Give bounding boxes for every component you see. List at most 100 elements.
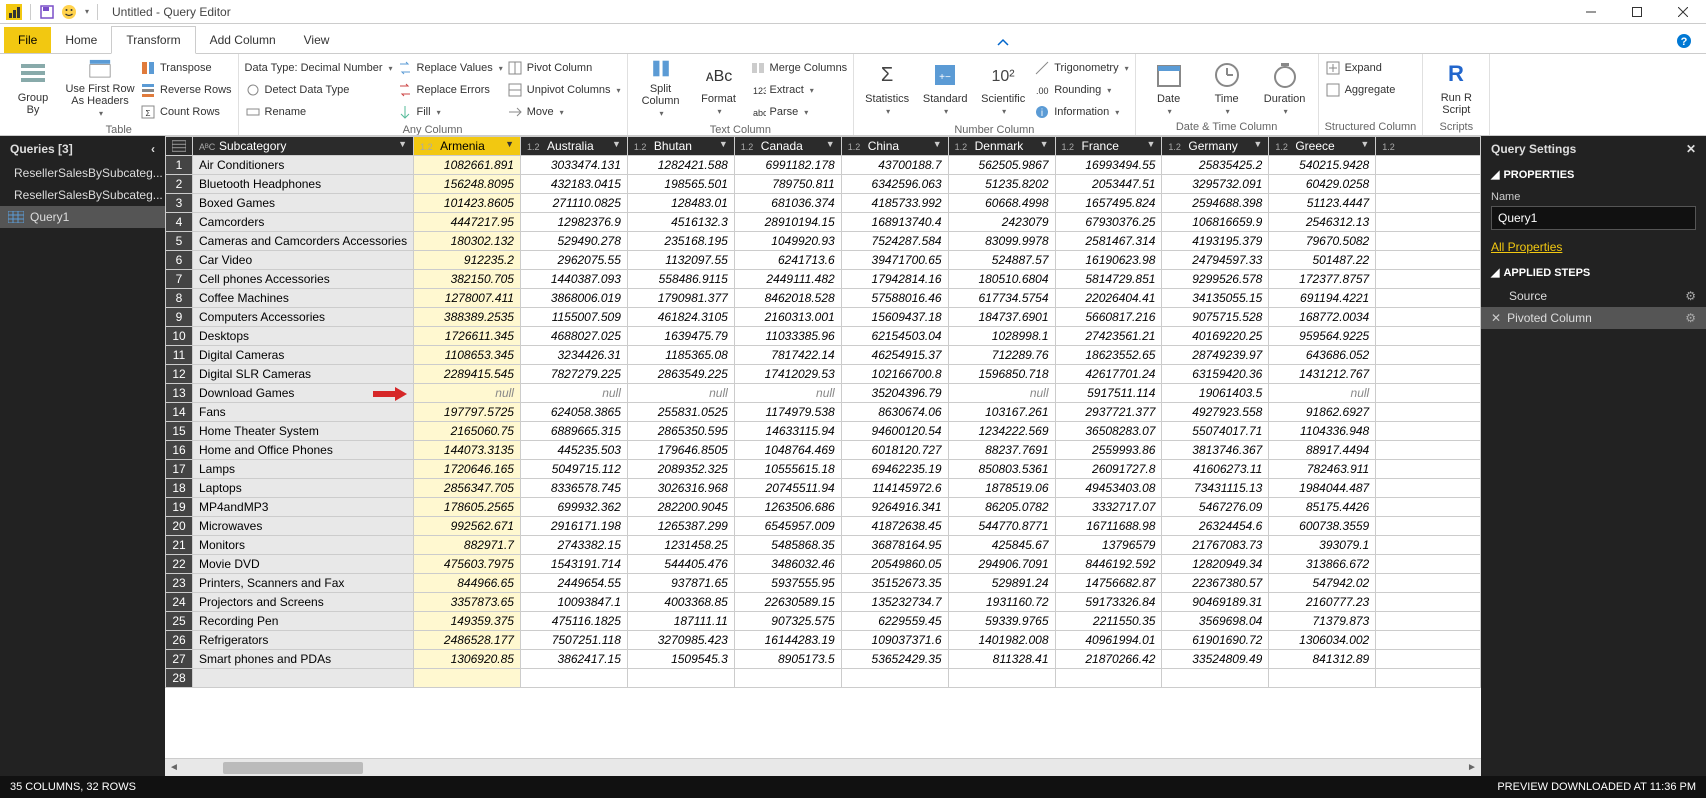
row-number[interactable]: 8 xyxy=(166,289,193,308)
value-cell[interactable]: 1082661.891 xyxy=(414,156,521,175)
column-header[interactable]: 1.2 xyxy=(1376,137,1481,156)
value-cell[interactable]: 15609437.18 xyxy=(841,308,948,327)
value-cell[interactable]: 2916171.198 xyxy=(520,517,627,536)
value-cell[interactable]: 382150.705 xyxy=(414,270,521,289)
value-cell[interactable]: 51235.8202 xyxy=(948,175,1055,194)
value-cell[interactable]: 67930376.25 xyxy=(1055,213,1162,232)
value-cell[interactable]: 6991182.178 xyxy=(734,156,841,175)
row-number[interactable]: 17 xyxy=(166,460,193,479)
value-cell[interactable]: 3357873.65 xyxy=(414,593,521,612)
value-cell[interactable]: 271110.0825 xyxy=(520,194,627,213)
value-cell[interactable]: 1657495.824 xyxy=(1055,194,1162,213)
value-cell[interactable]: 5049715.112 xyxy=(520,460,627,479)
column-header[interactable]: 1.2Germany▼ xyxy=(1162,137,1269,156)
value-cell[interactable]: 2160313.001 xyxy=(734,308,841,327)
row-number[interactable]: 7 xyxy=(166,270,193,289)
value-cell[interactable]: 16993494.55 xyxy=(1055,156,1162,175)
value-cell[interactable]: 18623552.65 xyxy=(1055,346,1162,365)
row-number[interactable]: 4 xyxy=(166,213,193,232)
value-cell[interactable]: 1306034.002 xyxy=(1269,631,1376,650)
subcategory-cell[interactable]: Boxed Games xyxy=(193,194,414,213)
standard-button[interactable]: +−Standard▾ xyxy=(918,56,972,118)
unpivot-button[interactable]: Unpivot Columns▾ xyxy=(507,80,621,100)
row-number[interactable]: 2 xyxy=(166,175,193,194)
subcategory-cell[interactable]: Bluetooth Headphones xyxy=(193,175,414,194)
subcategory-cell[interactable]: Home Theater System xyxy=(193,422,414,441)
select-all-corner[interactable] xyxy=(166,137,193,156)
collapse-ribbon-icon[interactable] xyxy=(993,33,1013,53)
value-cell[interactable]: 2486528.177 xyxy=(414,631,521,650)
value-cell[interactable]: 1639475.79 xyxy=(627,327,734,346)
value-cell[interactable]: 1132097.55 xyxy=(627,251,734,270)
query-item[interactable]: ResellerSalesBySubcateg... xyxy=(0,184,165,206)
datatype-button[interactable]: Data Type: Decimal Number▾ xyxy=(245,58,393,78)
value-cell[interactable]: 3332717.07 xyxy=(1055,498,1162,517)
value-cell[interactable]: 2165060.75 xyxy=(414,422,521,441)
row-number[interactable]: 27 xyxy=(166,650,193,669)
value-cell[interactable]: 712289.76 xyxy=(948,346,1055,365)
value-cell[interactable]: 17942814.16 xyxy=(841,270,948,289)
row-number[interactable]: 24 xyxy=(166,593,193,612)
value-cell[interactable]: 8905173.5 xyxy=(734,650,841,669)
value-cell[interactable]: 850803.5361 xyxy=(948,460,1055,479)
value-cell[interactable]: 184737.6901 xyxy=(948,308,1055,327)
value-cell[interactable]: 4003368.85 xyxy=(627,593,734,612)
value-cell[interactable]: 882971.7 xyxy=(414,536,521,555)
value-cell[interactable]: 1185365.08 xyxy=(627,346,734,365)
value-cell[interactable]: 544770.8771 xyxy=(948,517,1055,536)
value-cell[interactable]: 5485868.35 xyxy=(734,536,841,555)
value-cell[interactable]: 2856347.705 xyxy=(414,479,521,498)
value-cell[interactable]: 1726611.345 xyxy=(414,327,521,346)
subcategory-cell[interactable]: Smart phones and PDAs xyxy=(193,650,414,669)
row-number[interactable]: 18 xyxy=(166,479,193,498)
value-cell[interactable]: 6241713.6 xyxy=(734,251,841,270)
value-cell[interactable]: 4185733.992 xyxy=(841,194,948,213)
queries-header[interactable]: Queries [3] ‹ xyxy=(0,136,165,162)
value-cell[interactable]: 524887.57 xyxy=(948,251,1055,270)
value-cell[interactable]: 600738.3559 xyxy=(1269,517,1376,536)
value-cell[interactable] xyxy=(948,669,1055,688)
value-cell[interactable]: 88917.4494 xyxy=(1269,441,1376,460)
value-cell[interactable]: 461824.3105 xyxy=(627,308,734,327)
value-cell[interactable]: 11033385.96 xyxy=(734,327,841,346)
value-cell[interactable]: 46254915.37 xyxy=(841,346,948,365)
value-cell[interactable]: 3862417.15 xyxy=(520,650,627,669)
table-row[interactable]: 24Projectors and Screens3357873.65100938… xyxy=(166,593,1481,612)
value-cell[interactable]: 912235.2 xyxy=(414,251,521,270)
value-cell[interactable]: 624058.3865 xyxy=(520,403,627,422)
row-number[interactable]: 25 xyxy=(166,612,193,631)
subcategory-cell[interactable]: Movie DVD xyxy=(193,555,414,574)
value-cell[interactable]: 35204396.79 xyxy=(841,384,948,403)
value-cell[interactable]: 2449111.482 xyxy=(734,270,841,289)
subcategory-cell[interactable]: Download Games xyxy=(193,384,414,403)
value-cell[interactable]: 6229559.45 xyxy=(841,612,948,631)
value-cell[interactable]: 425845.67 xyxy=(948,536,1055,555)
value-cell[interactable]: 90469189.31 xyxy=(1162,593,1269,612)
transpose-button[interactable]: Transpose xyxy=(140,58,232,78)
subcategory-cell[interactable]: Computers Accessories xyxy=(193,308,414,327)
value-cell[interactable]: 5467276.09 xyxy=(1162,498,1269,517)
value-cell[interactable]: 841312.89 xyxy=(1269,650,1376,669)
value-cell[interactable]: 40169220.25 xyxy=(1162,327,1269,346)
value-cell[interactable]: 5660817.216 xyxy=(1055,308,1162,327)
value-cell[interactable]: 16190623.98 xyxy=(1055,251,1162,270)
value-cell[interactable]: 26324454.6 xyxy=(1162,517,1269,536)
row-number[interactable]: 11 xyxy=(166,346,193,365)
value-cell[interactable]: 26091727.8 xyxy=(1055,460,1162,479)
value-cell[interactable]: 28749239.97 xyxy=(1162,346,1269,365)
value-cell[interactable]: 540215.9428 xyxy=(1269,156,1376,175)
value-cell[interactable]: 4688027.025 xyxy=(520,327,627,346)
value-cell[interactable]: 6342596.063 xyxy=(841,175,948,194)
value-cell[interactable]: 1028998.1 xyxy=(948,327,1055,346)
table-row[interactable]: 5Cameras and Camcorders Accessories18030… xyxy=(166,232,1481,251)
value-cell[interactable]: 1720646.165 xyxy=(414,460,521,479)
value-cell[interactable]: 8462018.528 xyxy=(734,289,841,308)
table-row[interactable]: 21Monitors882971.72743382.151231458.2554… xyxy=(166,536,1481,555)
value-cell[interactable]: 71379.873 xyxy=(1269,612,1376,631)
collapse-queries-icon[interactable]: ‹ xyxy=(151,142,155,156)
table-row[interactable]: 16Home and Office Phones144073.313544523… xyxy=(166,441,1481,460)
value-cell[interactable]: 475116.1825 xyxy=(520,612,627,631)
value-cell[interactable]: 5814729.851 xyxy=(1055,270,1162,289)
value-cell[interactable]: 22026404.41 xyxy=(1055,289,1162,308)
value-cell[interactable]: 28910194.15 xyxy=(734,213,841,232)
